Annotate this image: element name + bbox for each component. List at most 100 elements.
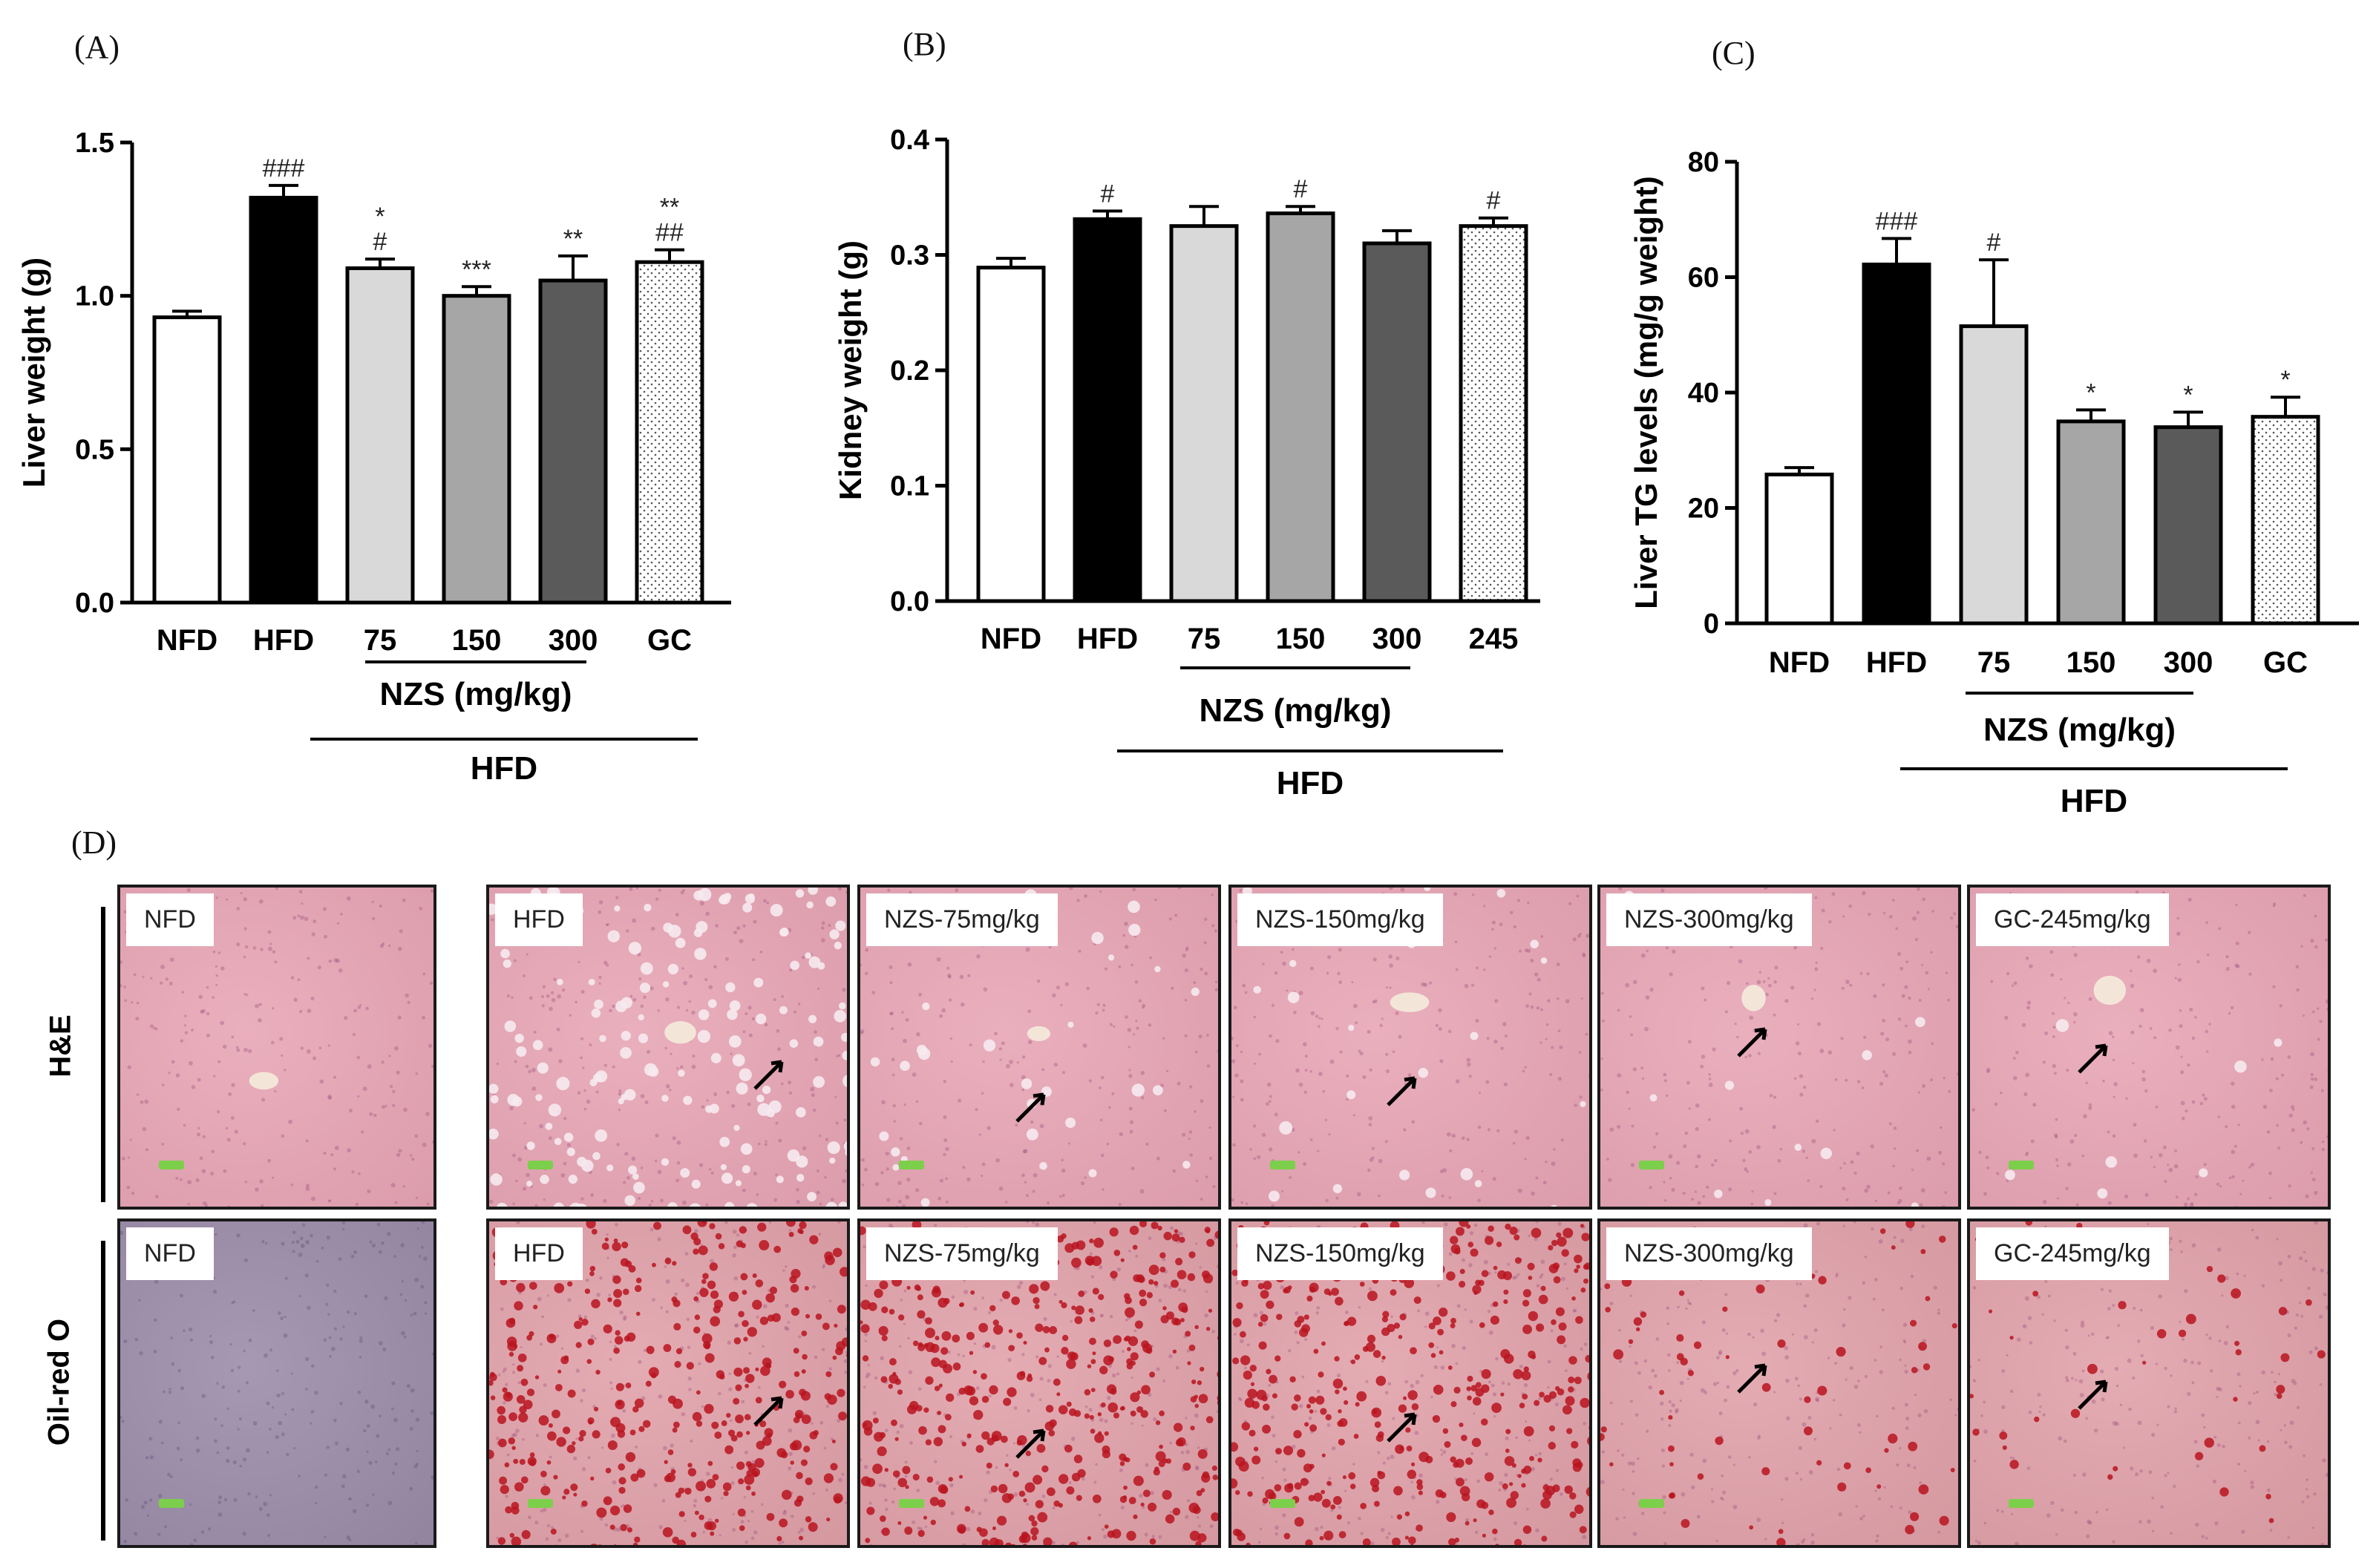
y-tick-label: 0.4: [890, 125, 929, 156]
histology-tile: GC-245mg/kg: [1967, 1218, 2331, 1548]
tile-label: NZS-75mg/kg: [866, 893, 1058, 946]
category-label: 150: [452, 624, 502, 657]
histology-tile: NFD: [117, 1218, 436, 1548]
scale-bar: [1639, 1499, 1664, 1508]
diet-group-label: HFD: [2061, 783, 2127, 819]
bar: [2251, 415, 2320, 626]
panel-letter-c: (C): [1712, 35, 1755, 71]
stain-row-line: [101, 907, 105, 1202]
diet-group-label: HFD: [1277, 765, 1344, 801]
y-tick-label: 0: [1704, 608, 1719, 640]
bar: [976, 266, 1046, 603]
significance-label: **: [563, 225, 583, 253]
lesion-arrow-icon: [2078, 1043, 2108, 1074]
significance-label: #: [1487, 187, 1501, 215]
lesion-arrow-icon: [1015, 1428, 1045, 1460]
significance-label: *: [2183, 381, 2193, 409]
panel-letter-a: (A): [74, 29, 120, 65]
dose-group-label: NZS (mg/kg): [379, 676, 572, 712]
scale-bar: [899, 1161, 924, 1170]
histology-tile: NZS-300mg/kg: [1597, 885, 1961, 1210]
y-tick-label: 0.2: [890, 355, 929, 387]
tissue-texture: [489, 1221, 847, 1545]
significance-label: ###: [263, 154, 305, 183]
tile-label: NFD: [126, 893, 214, 946]
tile-label: HFD: [495, 1227, 583, 1280]
diet-group-label: HFD: [471, 750, 537, 787]
significance-label: *: [2086, 378, 2095, 407]
category-label: HFD: [253, 624, 314, 657]
tile-label: NZS-150mg/kg: [1237, 1227, 1443, 1280]
bar: [1362, 241, 1432, 603]
histology-tile: GC-245mg/kg: [1967, 885, 2331, 1210]
lesion-arrow-icon: [1737, 1363, 1767, 1394]
bar: [635, 260, 704, 605]
bar: [152, 315, 222, 605]
category-label: 300: [549, 624, 598, 657]
category-label: GC: [2263, 646, 2308, 679]
tissue-texture: [1971, 890, 2328, 1207]
histology-tile: HFD: [486, 1218, 850, 1548]
category-label: NFD: [981, 623, 1041, 655]
panel-letter-b: (B): [903, 26, 946, 62]
tile-label: HFD: [495, 893, 583, 946]
tile-label: GC-245mg/kg: [1976, 1227, 2169, 1280]
lesion-arrow-icon: [1015, 1092, 1045, 1123]
scale-bar: [1270, 1499, 1295, 1508]
y-axis-label: Liver TG levels (mg/g weight): [1629, 176, 1663, 608]
scale-bar: [2009, 1499, 2034, 1508]
tissue-texture: [120, 888, 433, 1207]
stain-row-line: [101, 1241, 105, 1541]
category-label: GC: [647, 624, 692, 657]
lesion-arrow-icon: [1737, 1027, 1767, 1057]
lesion-arrow-icon: [2078, 1380, 2108, 1410]
scale-bar: [899, 1499, 924, 1508]
dose-group-label: NZS (mg/kg): [1983, 712, 2176, 748]
bar: [1764, 472, 1834, 626]
category-label: HFD: [1077, 623, 1138, 655]
significance-label: #: [1987, 229, 2001, 257]
bar: [1862, 262, 1931, 626]
histology-tile: NZS-75mg/kg: [857, 1218, 1221, 1548]
tissue-texture: [1600, 1221, 1958, 1545]
histology-tile: NZS-75mg/kg: [857, 885, 1221, 1210]
stain-label: Oil-red O: [42, 1318, 76, 1446]
y-tick-label: 40: [1688, 378, 1719, 409]
y-tick-label: 1.5: [75, 128, 114, 159]
scale-bar: [528, 1161, 553, 1170]
y-tick-label: 0.3: [890, 240, 929, 272]
scale-bar: [159, 1499, 184, 1508]
bar: [2056, 419, 2126, 626]
category-label: NFD: [157, 624, 217, 657]
significance-label: #: [373, 228, 387, 256]
category-label: 300: [1372, 623, 1422, 655]
lesion-arrow-icon: [1386, 1076, 1416, 1106]
significance-label: *: [375, 203, 384, 231]
y-tick-label: 0.5: [75, 434, 114, 465]
tile-label: NZS-75mg/kg: [866, 1227, 1058, 1280]
tile-label: NFD: [126, 1227, 214, 1280]
scale-bar: [159, 1161, 184, 1170]
tile-label: NZS-300mg/kg: [1606, 893, 1812, 946]
category-label: 300: [2164, 646, 2213, 679]
y-tick-label: 0.0: [75, 588, 114, 619]
category-label: 75: [1188, 623, 1221, 655]
bar: [1073, 217, 1142, 603]
significance-label: ##: [655, 219, 684, 247]
category-label: 245: [1469, 623, 1519, 655]
significance-label: ***: [462, 255, 491, 283]
tile-label: GC-245mg/kg: [1976, 893, 2169, 946]
bar: [1459, 224, 1528, 603]
significance-label: #: [1294, 175, 1308, 203]
scale-bar: [528, 1499, 553, 1508]
bar: [249, 195, 318, 605]
scale-bar: [1639, 1161, 1664, 1170]
histology-tile: NZS-300mg/kg: [1597, 1218, 1961, 1548]
scale-bar: [2009, 1161, 2034, 1170]
category-label: NFD: [1769, 646, 1830, 679]
category-label: 150: [2067, 646, 2116, 679]
lesion-arrow-icon: [753, 1396, 783, 1426]
